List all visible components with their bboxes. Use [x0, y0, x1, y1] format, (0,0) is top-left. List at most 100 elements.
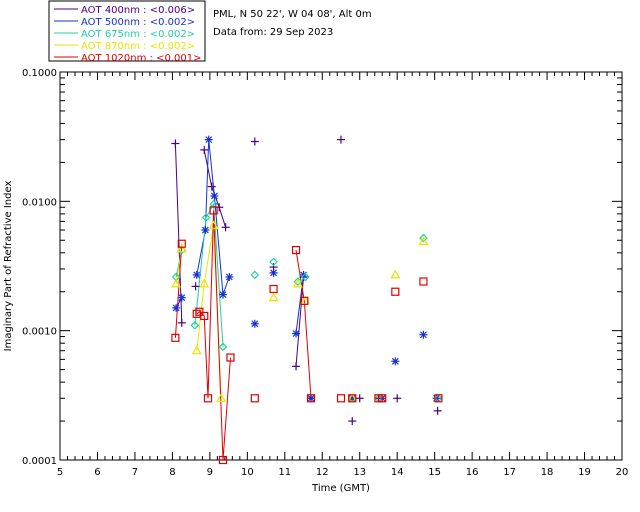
legend: AOT 400nm : <0.006>AOT 500nm : <0.002>AO…: [48, 0, 206, 64]
data-point: [221, 223, 230, 232]
x-tick-label: 13: [353, 467, 366, 478]
marker-triangle: [176, 243, 187, 253]
y-tick-label: 0.0010: [22, 327, 57, 338]
y-tick-label: 0.0100: [22, 197, 57, 208]
data-point: [171, 278, 182, 288]
marker-triangle: [268, 292, 279, 302]
data-point: [177, 318, 186, 327]
marker-square: [209, 206, 218, 215]
data-point: [419, 277, 428, 286]
data-point: [172, 303, 181, 312]
marker-star-d2: [420, 331, 427, 339]
data-point: [200, 145, 209, 154]
marker-square: [348, 394, 357, 403]
data-point: [419, 233, 428, 243]
x-tick-label: 5: [57, 467, 63, 478]
data-point: [201, 213, 211, 222]
marker-triangle: [216, 393, 227, 402]
legend-label: AOT 500nm : <0.002>: [81, 17, 195, 28]
marker-diamond: [250, 270, 260, 280]
marker-square: [226, 353, 235, 362]
data-point: [291, 245, 301, 255]
marker-star-d2: [225, 273, 233, 281]
marker-square: [218, 455, 228, 465]
data-point: [250, 137, 259, 146]
plot-frame: [59, 71, 623, 461]
marker-diamond: [201, 213, 211, 222]
series-line: [295, 274, 304, 334]
data-point: [204, 135, 213, 144]
data-point: [300, 296, 309, 305]
marker-square: [300, 296, 309, 305]
data-point: [393, 394, 402, 403]
data-point: [434, 394, 443, 403]
data-point: [292, 362, 301, 371]
data-point: [306, 394, 316, 403]
marker-star-d2: [201, 226, 209, 234]
legend-label: AOT 1020nm : <0.001>: [81, 53, 201, 64]
data-point: [171, 139, 180, 148]
marker-diamond: [218, 342, 228, 352]
y-tick-label: 0.0001: [22, 456, 57, 467]
legend-label: AOT 675nm : <0.002>: [81, 29, 195, 40]
marker-square: [336, 394, 346, 403]
marker-star-d2: [391, 357, 399, 365]
data-point: [209, 199, 218, 209]
data-point: [210, 191, 219, 200]
date-text: Data from: 29 Sep 2023: [213, 27, 333, 38]
data-point: [250, 270, 260, 280]
data-point: [433, 406, 442, 415]
data-point: [391, 357, 400, 366]
axis-ticks: 5 6 7 8 9 10 11 12 13 14 15 16 17 18 19 20 0.1000 0.0100 0…: [22, 68, 628, 478]
x-tick-label: 7: [132, 467, 138, 478]
x-tick-label: 14: [391, 467, 404, 478]
marker-star-d2: [172, 304, 180, 312]
data-point: [208, 220, 219, 230]
legend-label: AOT 870nm : <0.002>: [81, 41, 195, 52]
data-point: [207, 182, 216, 191]
y-axis-title: Imaginary Part of Refractive Index: [3, 181, 14, 352]
location-text: PML, N 50 22', W 04 08', Alt 0m: [213, 9, 372, 20]
data-point: [203, 394, 213, 403]
marker-triangle: [199, 278, 210, 288]
x-tick-label: 15: [428, 467, 441, 478]
data-point: [390, 269, 401, 279]
marker-star-d2: [307, 394, 315, 402]
data-point: [191, 345, 202, 355]
x-tick-label: 16: [466, 467, 479, 478]
data-point: [216, 393, 227, 402]
data-point: [199, 278, 210, 288]
data-point: [418, 236, 429, 246]
data-point: [307, 394, 316, 403]
data-point: [176, 243, 187, 253]
data-point: [177, 293, 186, 302]
x-tick-label: 17: [503, 467, 516, 478]
marker-triangle: [418, 236, 429, 246]
marker-star-d2: [193, 271, 201, 279]
marker-triangle: [171, 278, 182, 288]
data-point: [190, 320, 200, 330]
series-line: [196, 210, 231, 461]
marker-triangle: [191, 345, 202, 355]
data-point: [209, 206, 218, 215]
data-point: [225, 272, 234, 281]
data-point: [192, 270, 201, 279]
marker-star-d2: [210, 192, 218, 200]
data-point: [200, 311, 209, 321]
data-point: [337, 135, 345, 144]
marker-triangle: [390, 269, 401, 279]
data-point: [391, 287, 400, 296]
marker-square: [291, 245, 301, 255]
data-point: [218, 290, 227, 299]
data-point: [348, 394, 357, 403]
legend-box: [48, 0, 206, 62]
series-line: [174, 243, 183, 338]
data-point: [269, 284, 278, 294]
marker-diamond: [209, 199, 218, 209]
data-point: [378, 394, 387, 403]
series-lines: [174, 139, 312, 461]
data-point: [269, 268, 278, 277]
marker-square: [200, 311, 209, 321]
marker-star-d2: [178, 294, 186, 302]
info-block: PML, N 50 22', W 04 08', Alt 0m Data fro…: [213, 9, 372, 38]
